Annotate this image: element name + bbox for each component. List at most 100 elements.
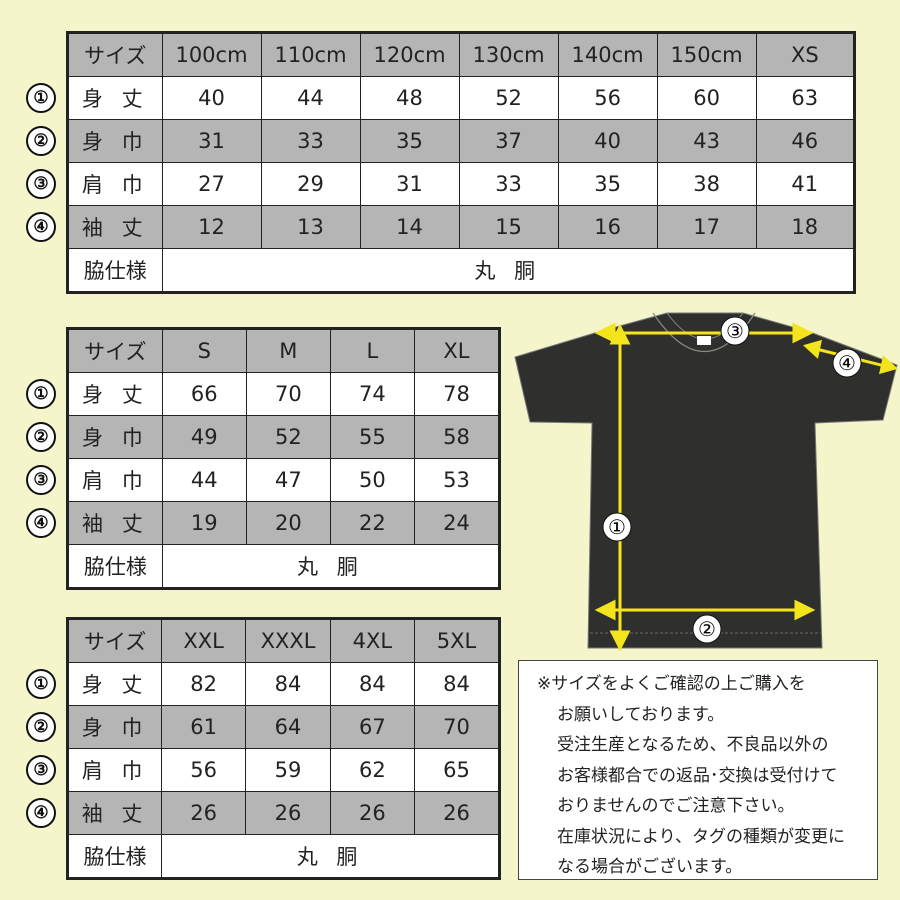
row-label: 肩 巾 <box>66 748 163 792</box>
header-cell: 110cm <box>260 32 361 77</box>
row-marker: ② <box>26 712 56 742</box>
value-cell: 40 <box>161 76 262 120</box>
table-row: 身 丈 40 44 48 52 56 60 63 <box>67 76 856 120</box>
table-row: 身 巾 49 52 55 58 <box>67 415 501 459</box>
value-cell: 44 <box>161 458 247 502</box>
value-cell: 58 <box>413 415 501 459</box>
value-cell: 74 <box>329 372 415 416</box>
marker-circle <box>832 348 862 378</box>
header-row: サイズ 100cm 110cm 120cm 130cm 140cm 150cm XS <box>67 32 856 77</box>
row-label: 身 丈 <box>66 662 163 706</box>
header-cell: 130cm <box>458 32 559 77</box>
value-cell: 37 <box>458 119 559 163</box>
header-row: サイズ S M L XL <box>67 328 501 373</box>
side-value: 丸 胴 <box>161 834 500 879</box>
side-label: 脇仕様 <box>66 834 163 879</box>
header-cell: サイズ <box>67 328 163 373</box>
value-cell: 12 <box>161 205 262 249</box>
value-cell: 70 <box>413 705 501 749</box>
value-cell: 56 <box>557 76 658 120</box>
marker-4: ④ <box>838 351 856 375</box>
value-cell: 26 <box>329 791 415 835</box>
table-row: 身 丈 66 70 74 78 <box>67 372 501 416</box>
side-spec-row: 脇仕様丸 胴 <box>67 544 501 589</box>
marker-2: ② <box>698 617 716 641</box>
note-line: 受注生産となるため、不良品以外の <box>557 735 829 755</box>
marker-circle <box>602 512 632 542</box>
table-row: 身 丈 82 84 84 84 <box>66 662 501 706</box>
header-cell: 4XL <box>329 618 415 663</box>
size-table: サイズ S M L XL 身 丈 66 70 74 78 身 巾 49 52 55 58 肩 巾 44 47 50 5… <box>66 327 501 590</box>
note-line: お客様都合での返品･交換は受付けて <box>557 765 838 786</box>
arrowhead <box>802 339 822 359</box>
value-cell: 35 <box>359 119 460 163</box>
value-cell: 53 <box>413 458 501 502</box>
note-line: お願いしております。 <box>557 704 725 725</box>
row-label: 身 巾 <box>67 415 163 459</box>
value-cell: 70 <box>245 372 331 416</box>
value-cell: 18 <box>755 205 856 249</box>
value-cell: 20 <box>245 501 331 545</box>
header-cell: サイズ <box>66 618 163 663</box>
brand-tag <box>697 336 711 345</box>
arrowhead <box>794 599 816 621</box>
table-row: 肩 巾 56 59 62 65 <box>66 748 501 792</box>
side-value: 丸 胴 <box>161 544 501 589</box>
row-marker: ③ <box>26 465 56 495</box>
arrowhead <box>609 323 631 345</box>
arrowhead <box>594 599 616 621</box>
note-line: 在庫状況により、タグの種類が変更に <box>557 826 845 847</box>
arrowhead <box>879 355 899 375</box>
value-cell: 17 <box>656 205 757 249</box>
header-cell: 150cm <box>656 32 757 77</box>
value-cell: 66 <box>161 372 247 416</box>
header-cell: S <box>161 328 247 373</box>
notice-box: ※サイズをよくご確認の上ご購入を お願いしております。 受注生産となるため、不良… <box>518 660 878 880</box>
value-cell: 22 <box>329 501 415 545</box>
value-cell: 65 <box>413 748 501 792</box>
value-cell: 48 <box>359 76 460 120</box>
note-line: ※サイズをよくご確認の上ご購入を <box>537 674 806 694</box>
header-cell: L <box>329 328 415 373</box>
table-row: 袖 丈 19 20 22 24 <box>67 501 501 545</box>
row-marker: ③ <box>26 755 56 785</box>
value-cell: 52 <box>245 415 331 459</box>
side-spec-row: 脇仕様丸 胴 <box>66 834 500 879</box>
note-line: おりませんのでご注意下さい。 <box>557 796 795 816</box>
size-table: サイズ XXL XXXL 4XL 5XL 身 丈 82 84 84 84 身 巾 61 64 67 70 肩 … <box>66 617 501 880</box>
arrowhead <box>792 322 814 344</box>
value-cell: 38 <box>656 162 757 206</box>
value-cell: 27 <box>161 162 262 206</box>
table-row: 身 巾 31 33 35 37 40 43 46 <box>67 119 856 163</box>
value-cell: 33 <box>260 119 361 163</box>
value-cell: 19 <box>161 501 247 545</box>
row-marker: ④ <box>26 798 56 828</box>
value-cell: 49 <box>161 415 247 459</box>
value-cell: 26 <box>161 791 247 835</box>
value-cell: 31 <box>161 119 262 163</box>
table-row: 肩 巾 44 47 50 53 <box>67 458 501 502</box>
header-cell: XL <box>413 328 501 373</box>
value-cell: 60 <box>656 76 757 120</box>
value-cell: 82 <box>161 662 247 706</box>
value-cell: 13 <box>260 205 361 249</box>
table-row: 袖 丈 26 26 26 26 <box>66 791 501 835</box>
arrowhead <box>594 322 616 344</box>
value-cell: 62 <box>329 748 415 792</box>
value-cell: 78 <box>413 372 501 416</box>
header-cell: 100cm <box>161 32 262 77</box>
value-cell: 64 <box>245 705 331 749</box>
side-spec-row: 脇仕様丸 胴 <box>67 248 855 293</box>
header-cell: XXL <box>161 618 247 663</box>
header-cell: 120cm <box>359 32 460 77</box>
row-label: 肩 巾 <box>67 458 163 502</box>
value-cell: 61 <box>161 705 247 749</box>
table-row: 身 巾 61 64 67 70 <box>66 705 501 749</box>
side-label: 脇仕様 <box>67 248 163 293</box>
value-cell: 15 <box>458 205 559 249</box>
value-cell: 29 <box>260 162 361 206</box>
marker-circle <box>720 316 750 346</box>
marker-3: ③ <box>726 319 744 343</box>
side-value: 丸 胴 <box>161 248 855 293</box>
